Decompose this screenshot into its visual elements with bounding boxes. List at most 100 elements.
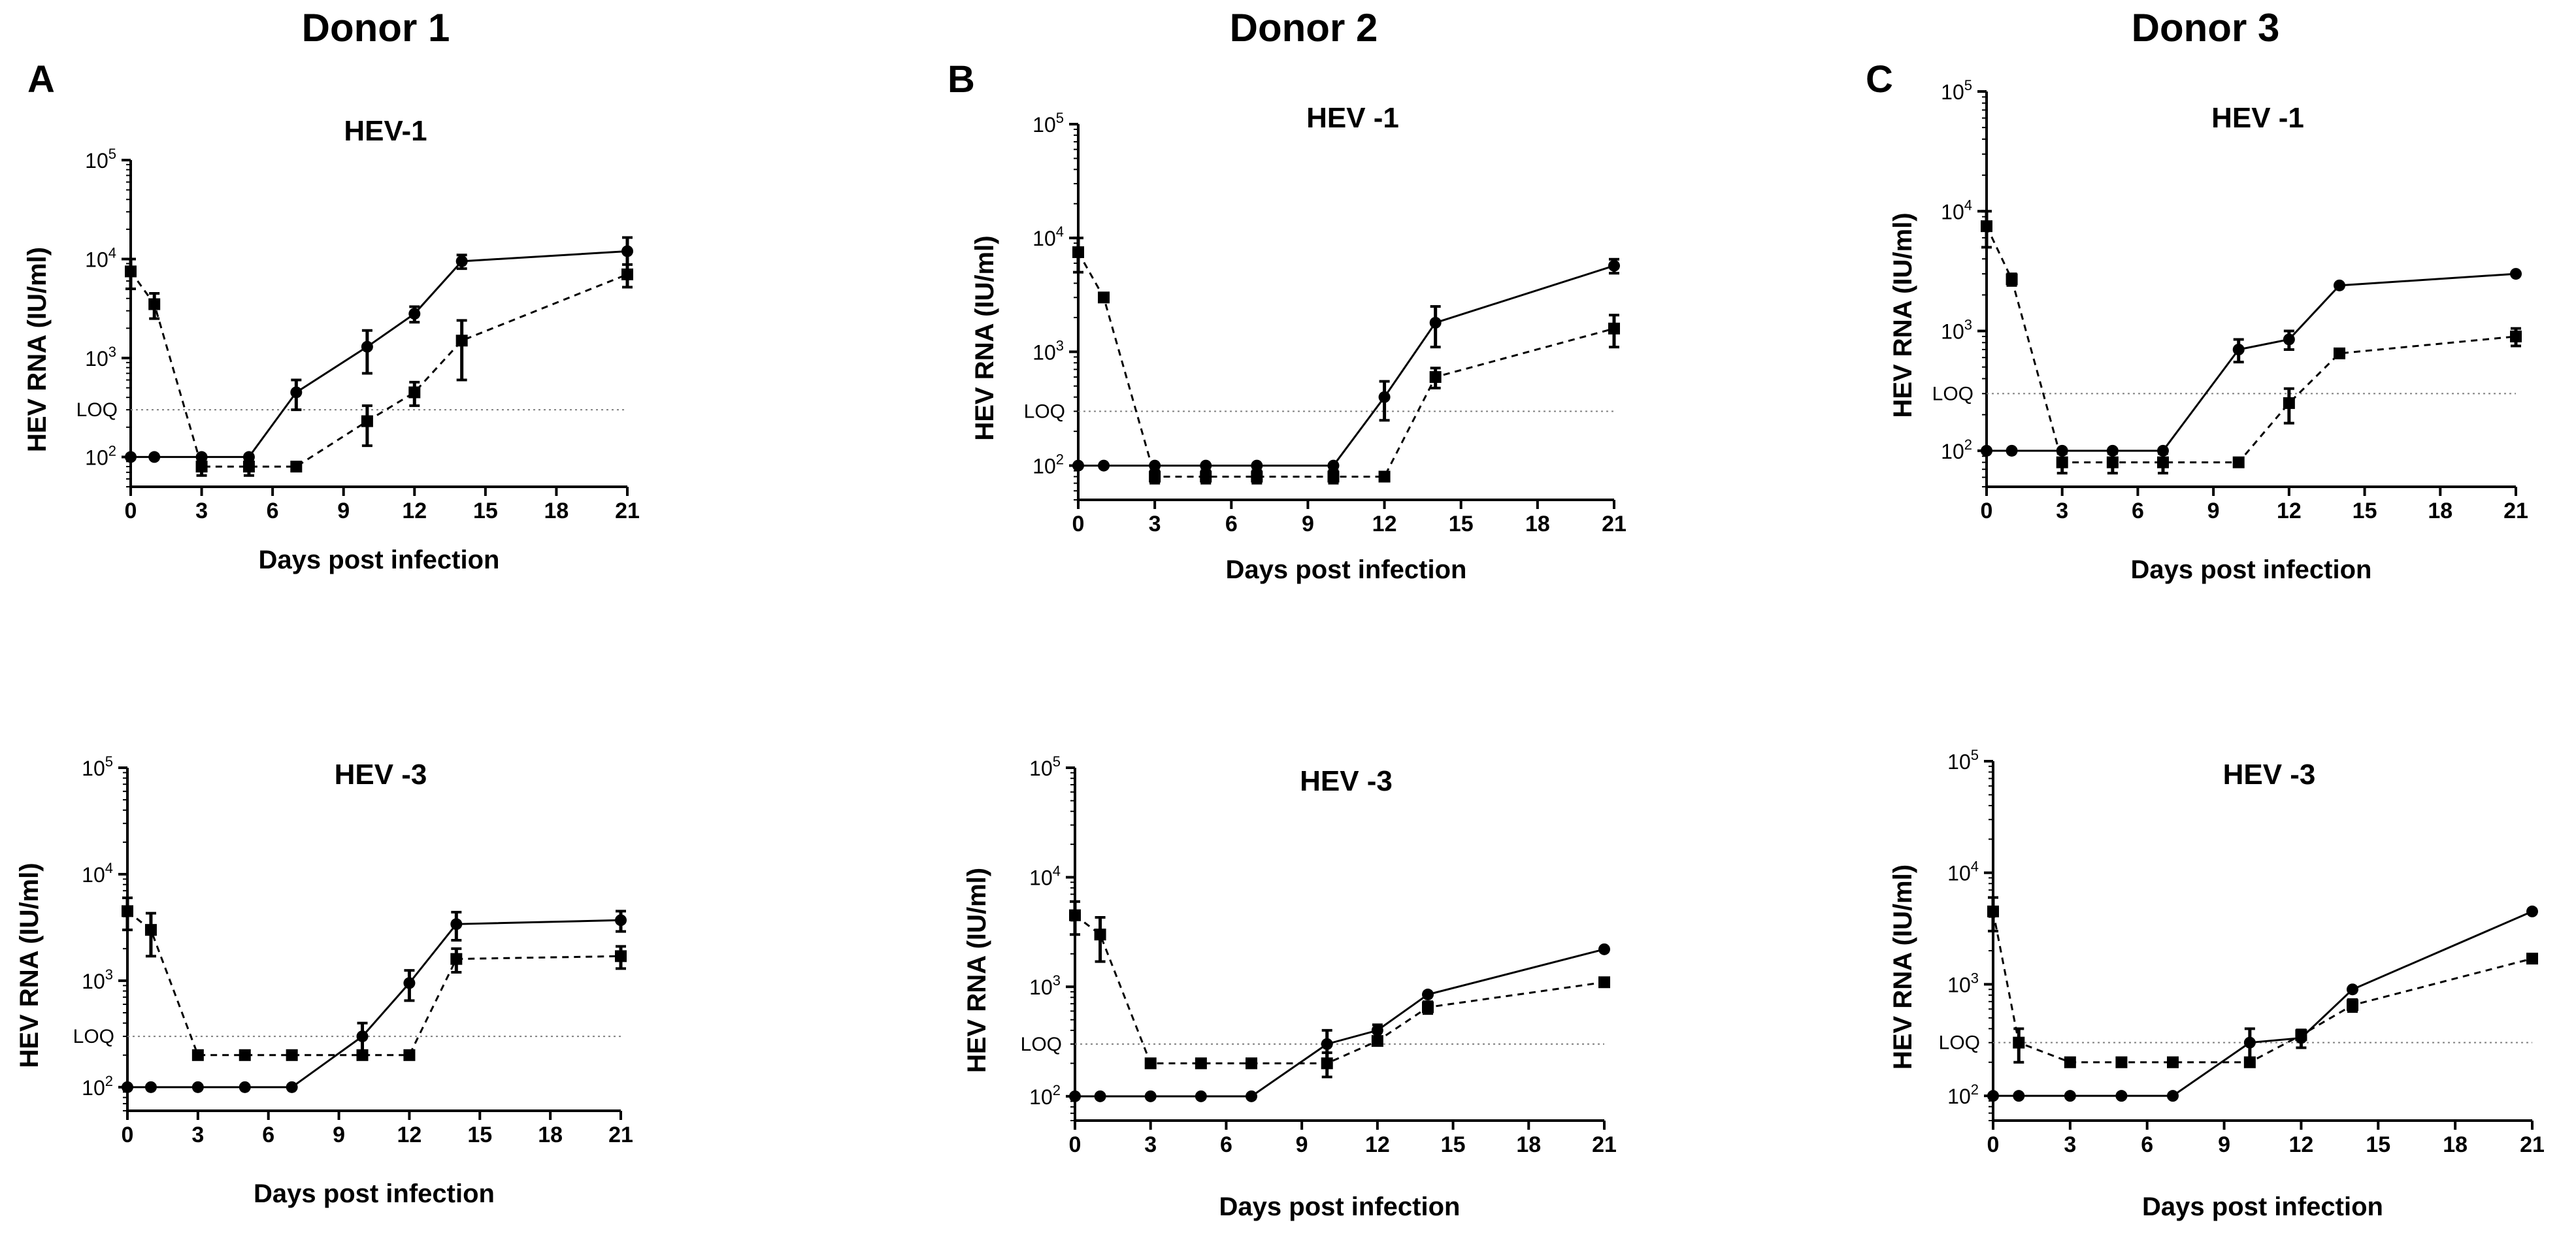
data-point-square [1422, 1001, 1434, 1013]
data-point-square [621, 268, 633, 280]
x-tick-label: 0 [122, 1123, 134, 1147]
series-line-circle [127, 919, 621, 1089]
x-axis-label: Days post infection [254, 1179, 495, 1208]
data-point-square [615, 950, 627, 962]
data-point-circle [2243, 1036, 2256, 1049]
data-point-square [1378, 470, 1391, 483]
x-tick-label: 21 [1592, 1132, 1617, 1157]
x-tick-label: 12 [402, 499, 427, 523]
data-point-square [242, 461, 255, 473]
donor-3-title: Donor 3 [2131, 6, 2280, 50]
data-point-circle [1422, 989, 1434, 1001]
data-point-circle [148, 451, 161, 463]
y-tick-label: 102 [1947, 1081, 1979, 1108]
data-point-square [191, 1049, 204, 1061]
x-tick-label: 3 [1144, 1132, 1157, 1157]
data-point-square [1987, 905, 1999, 917]
x-tick-label: 21 [2503, 499, 2528, 523]
x-tick-label: 9 [2207, 499, 2220, 523]
data-point-square [2064, 1056, 2076, 1068]
data-point-circle [2232, 343, 2245, 355]
x-tick-label: 6 [1220, 1132, 1232, 1157]
x-tick-label: 9 [1302, 512, 1314, 536]
x-tick-label: 18 [2428, 499, 2452, 523]
x-tick-label: 15 [2366, 1132, 2390, 1157]
y-tick-label: 102 [1032, 452, 1064, 478]
y-tick-label: 104 [85, 244, 116, 271]
x-tick-label: 9 [1296, 1132, 1308, 1157]
data-point-square [403, 1049, 416, 1061]
x-tick-label: 18 [2443, 1132, 2468, 1157]
data-point-square [2157, 456, 2169, 468]
data-point-square [1251, 470, 1263, 483]
loq-label: LOQ [1932, 383, 1973, 404]
data-point-square [1429, 371, 1442, 384]
y-tick-label: 105 [1029, 753, 1061, 780]
x-axis-label: Days post infection [259, 546, 500, 574]
y-tick-label: 104 [1032, 223, 1064, 250]
data-point-square [2006, 273, 2018, 286]
x-tick-label: 18 [538, 1123, 563, 1147]
data-point-square [2526, 953, 2538, 965]
data-point-square [1981, 220, 1992, 233]
y-axis-label: HEV RNA (IU/ml) [15, 862, 44, 1068]
x-tick-label: 3 [2056, 499, 2068, 523]
data-point-circle [2115, 1090, 2128, 1102]
data-point-square [1069, 909, 1081, 921]
y-axis-label: HEV RNA (IU/ml) [970, 235, 999, 440]
y-tick-label: 104 [82, 860, 113, 887]
data-point-circle [286, 1081, 298, 1093]
y-tick-label: 103 [1947, 970, 1979, 996]
x-tick-label: 0 [125, 499, 137, 523]
data-point-square [2115, 1056, 2128, 1068]
data-point-square [2510, 330, 2522, 342]
data-point-circle [361, 340, 373, 353]
data-point-circle [1378, 391, 1391, 403]
x-tick-label: 15 [1441, 1132, 1466, 1157]
data-point-square [286, 1049, 298, 1061]
data-point-square [1149, 470, 1161, 483]
data-point-circle [1251, 459, 1263, 472]
data-point-square [450, 953, 463, 965]
data-point-circle [1200, 459, 1212, 472]
data-point-square [2283, 397, 2295, 409]
x-axis-label: Days post infection [2131, 555, 2372, 584]
x-tick-label: 0 [1069, 1132, 1082, 1157]
chart-title: HEV -1 [1306, 102, 1399, 134]
series-line-circle [1075, 948, 1605, 1098]
x-tick-label: 0 [1981, 499, 1993, 523]
y-tick-label: 103 [1941, 317, 1972, 344]
data-point-circle [450, 918, 463, 930]
y-tick-label: 105 [1032, 110, 1064, 137]
data-point-square [148, 298, 161, 310]
y-tick-label: 105 [1941, 77, 1972, 104]
data-point-circle [1987, 1090, 1999, 1102]
data-point-square [1327, 470, 1340, 483]
data-point-circle [122, 1081, 133, 1093]
data-point-square [2013, 1036, 2025, 1049]
chart-title: HEV -3 [335, 759, 427, 791]
series-line-square [1985, 225, 2517, 464]
x-tick-label: 18 [544, 499, 569, 523]
data-point-square [239, 1049, 251, 1061]
y-tick-label: 102 [82, 1073, 113, 1100]
data-point-circle [615, 914, 627, 927]
x-tick-label: 3 [195, 499, 208, 523]
y-tick-label: 104 [1941, 197, 1972, 223]
data-point-square [2243, 1056, 2256, 1068]
x-tick-label: 3 [1149, 512, 1161, 536]
data-point-circle [1072, 459, 1084, 472]
panel-letter-b: B [948, 58, 975, 101]
y-tick-label: 105 [82, 753, 113, 780]
x-tick-label: 9 [2218, 1132, 2230, 1157]
data-point-circle [290, 386, 303, 399]
x-tick-label: 9 [337, 499, 350, 523]
loq-label: LOQ [1024, 401, 1065, 422]
data-point-circle [2006, 444, 2018, 457]
data-point-circle [1321, 1038, 1333, 1050]
data-point-circle [1144, 1090, 1157, 1102]
data-point-square [1144, 1057, 1157, 1070]
data-point-circle [1094, 1090, 1106, 1102]
data-point-square [1195, 1057, 1207, 1070]
